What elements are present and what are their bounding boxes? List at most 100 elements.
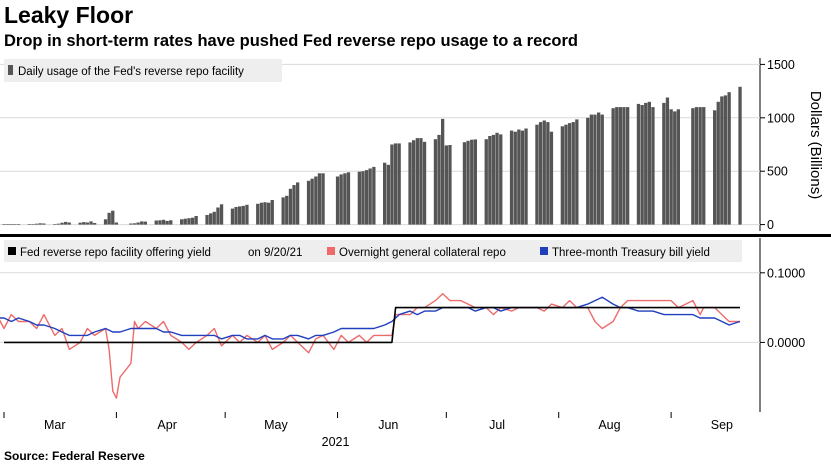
- usage-bar: [82, 222, 86, 225]
- usage-bar: [357, 171, 361, 225]
- usage-bar: [2, 224, 6, 225]
- usage-bar: [13, 224, 17, 225]
- usage-bar: [691, 108, 695, 225]
- top-y-tick-label: 500: [767, 165, 788, 179]
- usage-bar: [716, 101, 720, 225]
- usage-bar: [597, 112, 601, 225]
- usage-bar: [89, 221, 93, 225]
- x-axis: Mar Apr May Jun Jul Aug Sep 2021: [3, 412, 733, 449]
- usage-bar: [615, 107, 619, 225]
- usage-bar: [9, 224, 13, 225]
- usage-bar: [361, 171, 365, 225]
- usage-bar: [132, 223, 137, 225]
- usage-bar: [314, 176, 318, 225]
- usage-bar: [267, 202, 271, 225]
- usage-bar: [520, 130, 525, 225]
- usage-bar: [6, 224, 10, 225]
- usage-bar: [154, 220, 158, 225]
- usage-bar: [241, 205, 245, 225]
- usage-bar: [103, 219, 108, 225]
- usage-bar: [383, 162, 387, 225]
- usage-bar: [180, 219, 184, 225]
- usage-bar: [230, 208, 235, 225]
- usage-bar: [281, 197, 285, 225]
- chart-subtitle: Drop in short-term rates have pushed Fed…: [4, 32, 579, 50]
- usage-bar: [31, 224, 35, 225]
- bottom-legend: Fed reverse repo facility offering yield…: [4, 240, 742, 262]
- usage-bar: [38, 223, 42, 225]
- usage-bar: [462, 142, 467, 225]
- usage-bar: [495, 132, 499, 225]
- usage-bar: [339, 174, 343, 225]
- usage-bar: [448, 145, 452, 225]
- usage-bar: [270, 200, 274, 225]
- usage-bar: [205, 215, 209, 225]
- usage-bar: [535, 124, 539, 225]
- usage-bar: [285, 195, 289, 225]
- usage-bar: [676, 109, 680, 225]
- usage-bar: [256, 203, 260, 225]
- usage-bar: [16, 224, 21, 225]
- usage-bar: [509, 130, 514, 225]
- usage-bar: [219, 204, 224, 225]
- usage-bar: [165, 220, 169, 225]
- usage-bar: [626, 107, 630, 225]
- usage-bar: [564, 124, 568, 225]
- top-panel: 0 500 1000 1500 Dollars (Billions) Daily usag…: [0, 58, 824, 232]
- x-tick-label: Jul: [489, 418, 505, 432]
- usage-bar: [93, 223, 97, 225]
- usage-bar: [640, 105, 644, 225]
- usage-bar: [234, 207, 238, 225]
- usage-bar: [368, 168, 372, 225]
- usage-bar: [567, 123, 572, 225]
- usage-bar: [466, 140, 470, 225]
- usage-bar: [600, 114, 604, 225]
- usage-bar: [444, 145, 448, 225]
- usage-bar: [470, 139, 474, 225]
- usage-bar: [111, 210, 115, 225]
- usage-bar: [636, 103, 641, 225]
- panel-separator: [0, 234, 831, 237]
- usage-bar: [238, 206, 242, 225]
- usage-bar: [190, 217, 195, 225]
- top-y-axis-label: Dollars (Billions): [807, 91, 824, 199]
- usage-bar: [35, 223, 39, 225]
- usage-bar: [310, 178, 314, 225]
- usage-bar: [372, 166, 376, 225]
- usage-bar: [419, 138, 423, 225]
- usage-bar: [720, 96, 724, 225]
- usage-bar: [549, 131, 554, 225]
- usage-bar: [669, 109, 673, 225]
- usage-legend-swatch: [8, 65, 13, 75]
- usage-bar: [64, 221, 68, 225]
- usage-bar: [114, 222, 118, 225]
- usage-bar: [698, 107, 702, 225]
- usage-bar: [216, 207, 220, 225]
- usage-bar: [473, 139, 477, 225]
- top-y-tick-label: 0: [767, 218, 774, 232]
- usage-bar: [245, 204, 249, 225]
- usage-bar: [702, 107, 706, 225]
- top-legend: Daily usage of the Fed's reverse repo fa…: [4, 59, 282, 82]
- usage-bar: [651, 107, 655, 225]
- usage-bar: [571, 122, 575, 225]
- usage-bar: [723, 95, 728, 225]
- usage-bar: [491, 134, 496, 225]
- usage-bar: [27, 224, 31, 225]
- usage-bar: [292, 185, 296, 225]
- tbill-swatch: [540, 247, 548, 255]
- usage-bar: [412, 140, 416, 225]
- usage-bar: [259, 202, 264, 225]
- bottom-y-tick-label: 0.1000: [767, 266, 805, 280]
- usage-bar: [560, 126, 564, 225]
- x-tick-label: Apr: [157, 418, 176, 432]
- usage-bar: [390, 144, 394, 225]
- usage-bar: [618, 107, 622, 225]
- usage-bar: [713, 110, 717, 225]
- usage-bar: [169, 220, 173, 225]
- usage-bar: [140, 221, 144, 225]
- usage-bar: [288, 188, 293, 225]
- offering-yield-swatch: [8, 247, 16, 255]
- bottom-y-tick-label: 0.0000: [767, 336, 805, 350]
